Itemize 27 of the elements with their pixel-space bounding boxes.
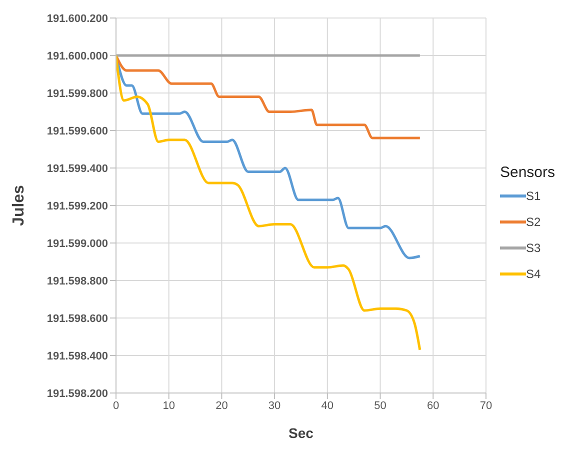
y-tick-label: 191.599.400 — [46, 162, 108, 175]
y-tick-label: 191.599.000 — [46, 238, 108, 250]
x-tick-label: 20 — [216, 400, 228, 412]
y-tick-label: 191.598.600 — [46, 312, 108, 325]
y-tick-label: 191.599.800 — [46, 88, 108, 100]
x-tick-label: 30 — [268, 400, 281, 412]
x-tick-label: 0 — [112, 400, 120, 412]
y-tick-label: 191.598.800 — [46, 275, 108, 288]
x-tick-label: 70 — [480, 400, 492, 412]
x-tick-label: 10 — [162, 400, 175, 412]
x-tick-label: 50 — [374, 400, 386, 412]
x-tick-label: 60 — [426, 400, 440, 412]
legend-title: Sensors — [500, 164, 555, 180]
x-tick-label: 40 — [321, 400, 334, 412]
line-series — [116, 54, 422, 352]
y-tick-label: 191.599.600 — [46, 125, 108, 138]
y-tick-label: 191.600.200 — [46, 12, 108, 25]
y-axis-title: Jules — [10, 184, 28, 226]
legend-label: S2 — [526, 214, 541, 228]
y-tick-label: 191.599.200 — [46, 200, 108, 212]
legend-label: S1 — [526, 188, 541, 202]
legend-label: S3 — [526, 240, 541, 254]
legend-label: S4 — [526, 266, 541, 280]
x-axis-title: Sec — [288, 425, 314, 441]
y-tick-label: 191.598.400 — [46, 350, 108, 362]
y-tick-label: 191.598.200 — [46, 388, 108, 400]
y-tick-label: 191.600.000 — [46, 50, 108, 62]
